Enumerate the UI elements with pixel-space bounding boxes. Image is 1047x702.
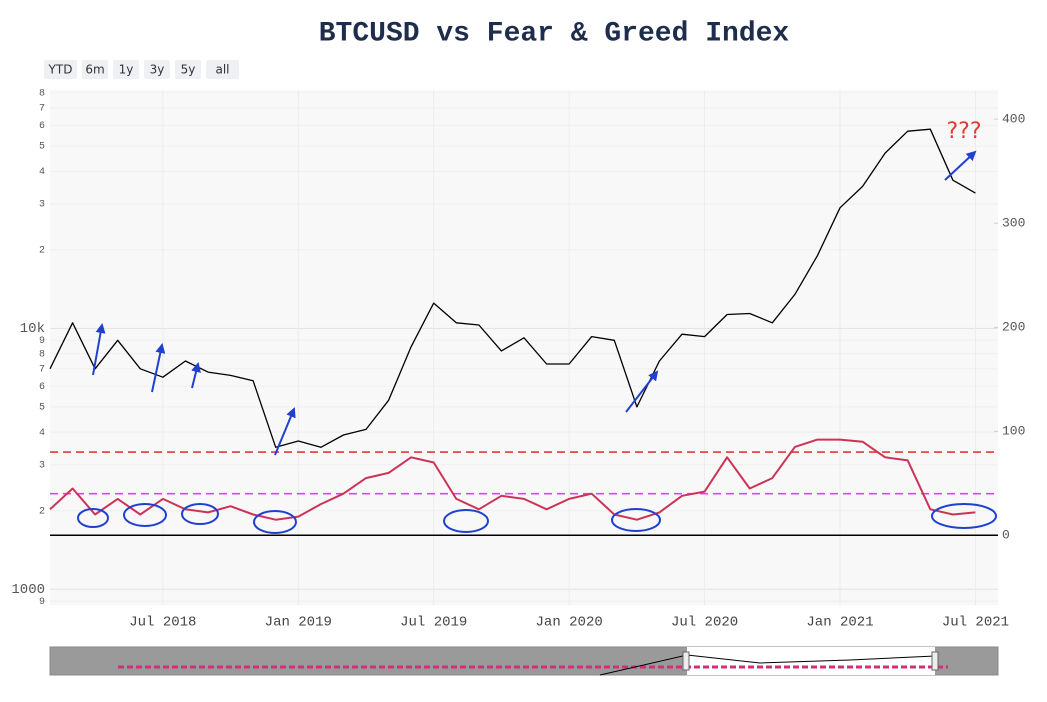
y-tick-label: 2 bbox=[39, 245, 45, 256]
y-tick-label: 9 bbox=[39, 336, 45, 347]
button-bg bbox=[175, 60, 201, 79]
y-tick-label: 3 bbox=[39, 460, 45, 471]
button-label: all bbox=[215, 63, 229, 77]
range-slider[interactable] bbox=[49, 646, 999, 676]
button-bg bbox=[113, 60, 139, 79]
y-tick-label: 3 bbox=[39, 200, 45, 211]
button-label: 3y bbox=[150, 63, 165, 77]
circle-mark bbox=[123, 503, 167, 527]
arrow bbox=[944, 150, 977, 181]
range-button[interactable]: 6m bbox=[82, 60, 108, 79]
y-tick-label: 4 bbox=[39, 428, 45, 439]
button-label: YTD bbox=[48, 63, 73, 77]
range-button[interactable]: all bbox=[206, 60, 239, 79]
arrow bbox=[191, 362, 201, 389]
x-tick-label: Jan 2019 bbox=[265, 615, 332, 631]
range-buttons: YTD 6m 1y 3y 5y all bbox=[44, 60, 239, 79]
circle-mark bbox=[181, 503, 219, 525]
slider-preview bbox=[599, 654, 936, 676]
button-bg bbox=[44, 60, 77, 79]
grid bbox=[50, 90, 998, 605]
button-label: 1y bbox=[119, 63, 134, 77]
slider-handle[interactable] bbox=[682, 651, 690, 671]
series-line bbox=[49, 438, 976, 521]
annotation: ??? bbox=[946, 119, 981, 144]
range-button[interactable]: 3y bbox=[144, 60, 170, 79]
y-tick-label: 7 bbox=[39, 364, 45, 375]
marks bbox=[49, 128, 998, 537]
x-tick-label: Jul 2019 bbox=[400, 615, 467, 631]
y-tick-label: 1000 bbox=[11, 582, 45, 598]
circle-mark bbox=[77, 508, 109, 528]
circle-mark bbox=[931, 503, 997, 529]
circle-mark bbox=[443, 509, 489, 533]
arrow bbox=[625, 370, 659, 413]
range-button[interactable]: 5y bbox=[175, 60, 201, 79]
y-tick-label: 7 bbox=[39, 104, 45, 115]
range-button[interactable]: YTD bbox=[44, 60, 77, 79]
button-bg bbox=[82, 60, 108, 79]
x-tick-label: Jan 2020 bbox=[536, 615, 603, 631]
button-label: 6m bbox=[85, 63, 104, 77]
y2-tick-label: 300 bbox=[1002, 216, 1025, 231]
y-tick-label: 6 bbox=[39, 121, 45, 132]
y-tick-label: 8 bbox=[39, 88, 45, 99]
y-tick-label: 9 bbox=[39, 597, 45, 608]
y-tick-label: 5 bbox=[39, 142, 45, 153]
drawn-annotations bbox=[77, 150, 997, 534]
button-bg bbox=[144, 60, 170, 79]
button-label: 5y bbox=[181, 63, 196, 77]
x-tick-label: Jul 2021 bbox=[942, 615, 1009, 631]
circle-mark bbox=[253, 510, 297, 534]
y2-tick-label: 400 bbox=[1002, 112, 1025, 127]
arrow bbox=[274, 407, 296, 456]
x-tick-label: Jul 2018 bbox=[129, 615, 196, 631]
chart-title: BTCUSD vs Fear & Greed Index bbox=[319, 18, 790, 49]
series-line bbox=[49, 128, 976, 448]
y-tick-label: 5 bbox=[39, 403, 45, 414]
y-tick-label: 8 bbox=[39, 349, 45, 360]
y-tick-label: 10k bbox=[20, 321, 45, 337]
plot-background bbox=[50, 90, 998, 605]
y2-tick-label: 100 bbox=[1002, 424, 1025, 439]
y2-tick-label: 200 bbox=[1002, 320, 1025, 335]
y-tick-label: 6 bbox=[39, 382, 45, 393]
arrow bbox=[92, 323, 106, 376]
circle-mark bbox=[611, 508, 661, 532]
slider-handle[interactable] bbox=[931, 651, 939, 671]
x-tick-label: Jul 2020 bbox=[671, 615, 738, 631]
y2-tick-label: 0 bbox=[1002, 528, 1010, 543]
y-tick-label: 2 bbox=[39, 506, 45, 517]
arrow bbox=[151, 343, 166, 393]
x-tick-label: Jan 2021 bbox=[806, 615, 873, 631]
range-button[interactable]: 1y bbox=[113, 60, 139, 79]
y-tick-label: 4 bbox=[39, 167, 45, 178]
button-bg bbox=[206, 60, 239, 79]
